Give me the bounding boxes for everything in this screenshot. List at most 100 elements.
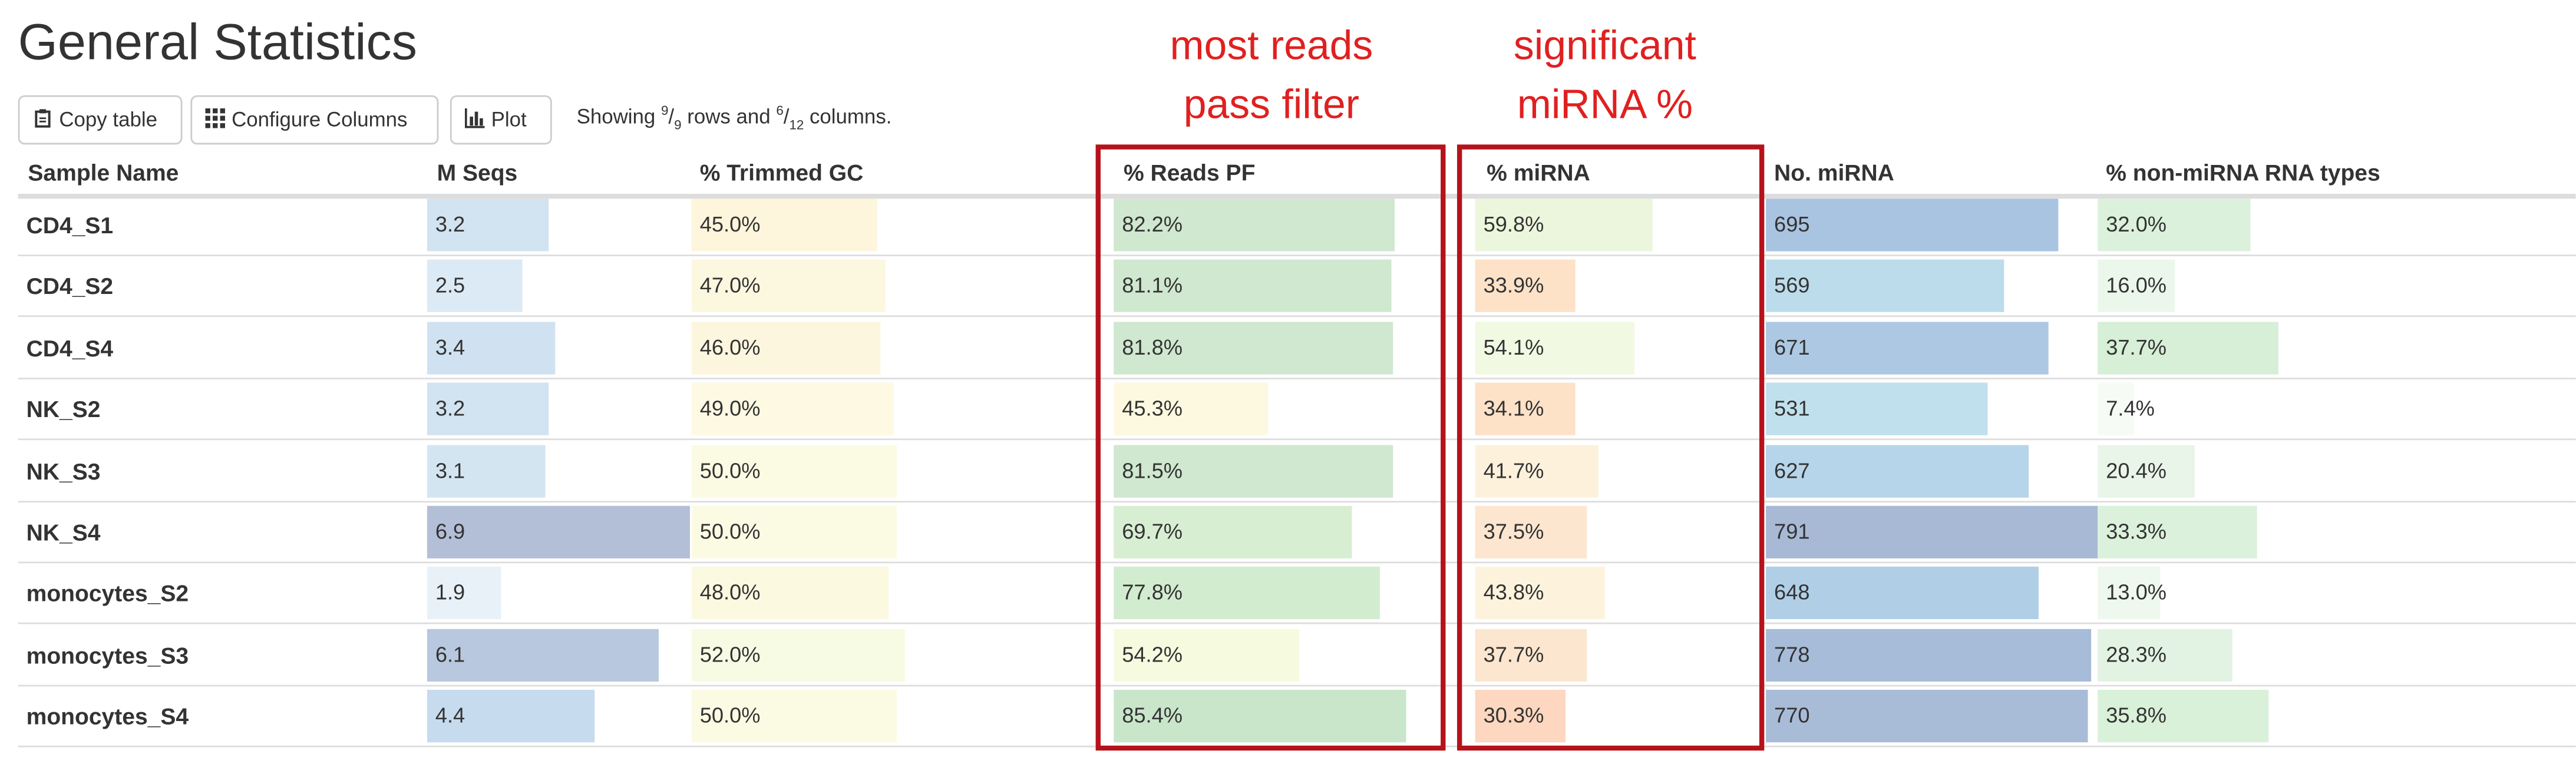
- nmirna-cell: 770: [1766, 690, 2098, 743]
- mirna-bar: [1475, 199, 1652, 252]
- nonmirna-value: 13.0%: [2106, 580, 2167, 606]
- plot-button[interactable]: Plot: [450, 95, 552, 145]
- mirna-value: 37.7%: [1483, 642, 1544, 667]
- nonmirna-value: 35.8%: [2106, 703, 2167, 728]
- mseqs-bar: [427, 260, 522, 313]
- nonmirna-cell: 33.3%: [2098, 505, 2575, 558]
- pf-value: 82.2%: [1122, 211, 1183, 237]
- nmirna-cell: 569: [1766, 260, 2098, 313]
- nonmirna-bar: [2098, 690, 2269, 743]
- annotation-line: pass filter: [1183, 82, 1360, 128]
- configure-columns-button[interactable]: Configure Columns: [190, 95, 439, 145]
- nonmirna-value: 28.3%: [2106, 642, 2167, 667]
- gc-cell: 52.0%: [691, 629, 1102, 682]
- mirna-bar: [1475, 321, 1636, 375]
- gc-bar: [691, 444, 897, 497]
- pf-bar: [1114, 383, 1269, 436]
- mirna-value: 41.7%: [1483, 457, 1544, 482]
- mseqs-cell: 3.1: [427, 444, 690, 497]
- clipboard-icon: [33, 98, 52, 144]
- nmirna-value: 778: [1774, 642, 1810, 667]
- nmirna-value: 531: [1774, 396, 1810, 421]
- mseqs-value: 4.4: [435, 703, 465, 728]
- sample-name-cell: monocytes_S2: [26, 580, 189, 607]
- copy-table-label: Copy table: [59, 108, 157, 132]
- mirna-value: 43.8%: [1483, 580, 1544, 606]
- gc-value: 49.0%: [699, 396, 761, 421]
- gc-bar: [691, 505, 897, 558]
- column-header-non-mirna[interactable]: % non-miRNA RNA types: [2106, 159, 2380, 186]
- nmirna-bar: [1766, 199, 2058, 252]
- nonmirna-bar: [2098, 444, 2195, 497]
- mirna-bar: [1475, 260, 1576, 313]
- mseqs-bar: [427, 505, 690, 558]
- gc-cell: 46.0%: [691, 321, 1102, 375]
- mirna-value: 37.5%: [1483, 519, 1544, 544]
- pf-value: 81.8%: [1122, 335, 1183, 360]
- mseqs-value: 3.2: [435, 396, 465, 421]
- gc-value: 46.0%: [699, 335, 761, 360]
- mirna-cell: 43.8%: [1475, 567, 1771, 620]
- mirna-cell: 30.3%: [1475, 690, 1771, 743]
- mirna-cell: 37.5%: [1475, 505, 1771, 558]
- mseqs-value: 3.4: [435, 335, 465, 360]
- nmirna-bar: [1766, 444, 2029, 497]
- mseqs-value: 6.1: [435, 642, 465, 667]
- configure-columns-label: Configure Columns: [232, 108, 408, 132]
- nmirna-cell: 648: [1766, 567, 2098, 620]
- pf-cell: 81.8%: [1114, 321, 1455, 375]
- gc-value: 47.0%: [699, 273, 761, 298]
- nonmirna-bar: [2098, 383, 2134, 436]
- nmirna-value: 770: [1774, 703, 1810, 728]
- column-header-mirna-count[interactable]: No. miRNA: [1774, 159, 1894, 186]
- gc-cell: 48.0%: [691, 567, 1102, 620]
- nonmirna-cell: 37.7%: [2098, 321, 2575, 375]
- mirna-bar: [1475, 505, 1586, 558]
- mseqs-cell: 4.4: [427, 690, 690, 743]
- column-header-sample-name[interactable]: Sample Name: [28, 159, 179, 186]
- mirna-cell: 37.7%: [1475, 629, 1771, 682]
- mirna-value: 59.8%: [1483, 211, 1544, 237]
- mirna-value: 33.9%: [1483, 273, 1544, 298]
- nmirna-value: 569: [1774, 273, 1810, 298]
- column-header-m-seqs[interactable]: M Seqs: [437, 159, 518, 186]
- gc-value: 50.0%: [699, 457, 761, 482]
- column-header-reads-pf[interactable]: % Reads PF: [1123, 159, 1256, 186]
- nonmirna-cell: 32.0%: [2098, 199, 2575, 252]
- nonmirna-cell: 20.4%: [2098, 444, 2575, 497]
- nmirna-cell: 671: [1766, 321, 2098, 375]
- nmirna-value: 791: [1774, 519, 1810, 544]
- mseqs-cell: 3.2: [427, 383, 690, 436]
- nmirna-cell: 695: [1766, 199, 2098, 252]
- sample-name-cell: NK_S4: [26, 519, 101, 545]
- nmirna-value: 648: [1774, 580, 1810, 606]
- mseqs-bar: [427, 690, 596, 743]
- annotation-line: most reads: [1170, 23, 1373, 70]
- pf-value: 45.3%: [1122, 396, 1183, 421]
- pf-value: 81.1%: [1122, 273, 1183, 298]
- table-row: NK_S4 6.9 50.0% 69.7% 37.5% 791 33.3%: [18, 502, 2576, 564]
- nonmirna-bar: [2098, 321, 2278, 375]
- nmirna-bar: [1766, 567, 2038, 620]
- pf-bar: [1114, 260, 1391, 313]
- column-header-trimmed-gc[interactable]: % Trimmed GC: [699, 159, 864, 186]
- pf-bar: [1114, 199, 1395, 252]
- nmirna-bar: [1766, 629, 2091, 682]
- sample-name-cell: CD4_S4: [26, 335, 114, 361]
- table-row: CD4_S2 2.5 47.0% 81.1% 33.9% 569 16.0%: [18, 257, 2576, 318]
- pf-cell: 82.2%: [1114, 199, 1455, 252]
- nonmirna-value: 32.0%: [2106, 211, 2167, 237]
- mirna-cell: 33.9%: [1475, 260, 1771, 313]
- copy-table-button[interactable]: Copy table: [18, 95, 183, 145]
- sample-name-cell: CD4_S2: [26, 273, 114, 300]
- column-header-mirna-percent[interactable]: % miRNA: [1487, 159, 1590, 186]
- mirna-cell: 34.1%: [1475, 383, 1771, 436]
- nonmirna-value: 37.7%: [2106, 335, 2167, 360]
- mirna-annotation: significant miRNA %: [1465, 16, 1745, 135]
- annotation-line: miRNA %: [1517, 82, 1693, 128]
- nonmirna-bar: [2098, 260, 2175, 313]
- gc-value: 50.0%: [699, 703, 761, 728]
- pf-cell: 81.5%: [1114, 444, 1455, 497]
- mseqs-cell: 1.9: [427, 567, 690, 620]
